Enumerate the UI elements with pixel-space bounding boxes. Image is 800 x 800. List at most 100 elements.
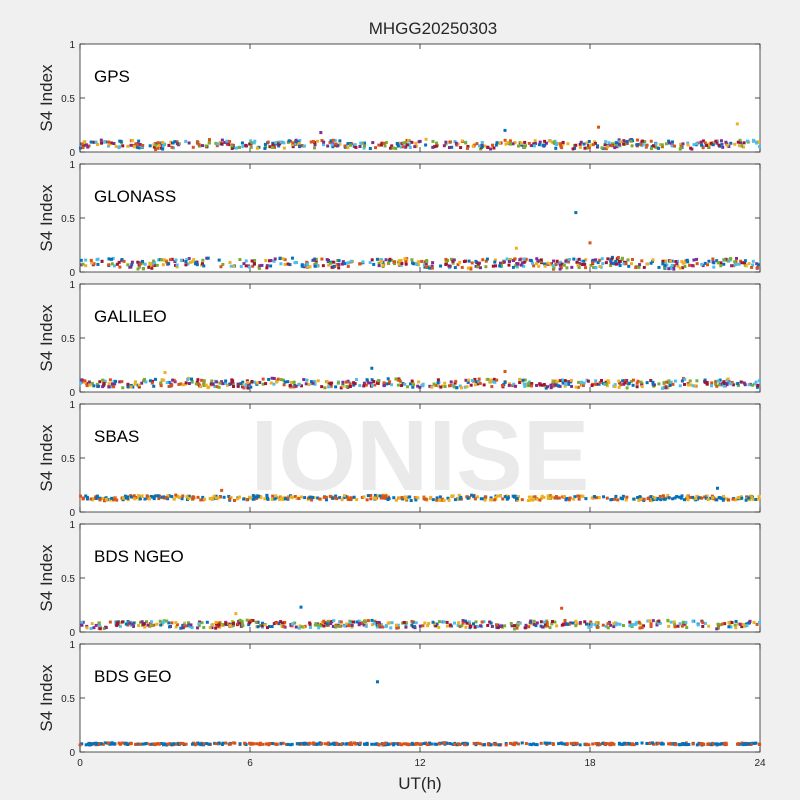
panel-label: SBAS [94,427,139,446]
data-point [124,622,128,626]
data-point [144,742,148,746]
data-point [544,141,548,145]
data-point [655,146,659,150]
data-point [168,625,172,629]
data-point [430,264,434,268]
data-point [175,623,179,627]
data-point [538,383,542,387]
data-point [606,379,610,383]
data-point [745,622,749,626]
data-point [170,621,174,625]
data-point [613,497,617,501]
data-point [334,625,338,629]
data-point [113,382,117,386]
data-point [522,264,526,268]
data-point [571,742,575,746]
data-point [204,144,208,148]
data-point [606,626,610,630]
data-point [155,263,159,267]
watermark: IONISE [251,400,590,512]
data-point [360,495,364,499]
data-point [277,622,281,626]
data-point [755,262,759,266]
data-point [331,496,335,500]
data-point [546,494,550,498]
data-point [137,383,141,387]
data-point [499,264,503,268]
data-point [421,382,425,386]
data-point [118,624,122,628]
data-point [370,742,374,746]
data-point [151,379,155,383]
data-point [389,146,393,150]
data-point [411,381,415,385]
data-point [228,624,232,628]
data-point [665,263,669,267]
data-point [635,741,639,745]
data-point [542,382,546,386]
data-point [484,495,488,499]
data-point [449,383,453,387]
data-point [754,741,758,745]
data-point [473,625,477,629]
data-point [104,626,108,630]
data-point [164,496,168,500]
data-point [223,140,227,144]
data-point [428,266,432,270]
data-point [682,622,686,626]
data-point [246,386,250,390]
data-point [331,145,335,149]
data-point [97,384,101,388]
data-point [645,742,649,746]
data-point [264,258,268,262]
data-point [627,742,631,746]
data-point [247,265,251,269]
data-point [750,265,754,269]
data-point [337,259,341,263]
data-point [213,741,217,745]
data-point [325,258,329,262]
data-point [188,625,192,629]
data-point [322,619,326,623]
data-point [431,620,435,624]
data-point [604,140,608,144]
data-point [402,620,406,624]
data-point [268,742,272,746]
data-point [374,497,378,501]
data-point [207,385,211,389]
data-point [516,262,520,266]
data-point [700,143,704,147]
data-point [667,379,671,383]
data-point [618,381,622,385]
data-point [101,378,105,382]
data-point [219,265,223,269]
data-point [376,494,380,498]
data-point [476,263,480,267]
data-point [159,384,163,388]
data-point [162,258,166,262]
data-point [131,496,135,500]
data-point [583,146,587,150]
data-point [754,497,758,501]
data-point [652,144,656,148]
data-point [389,626,393,630]
data-point [508,382,512,386]
data-point [324,742,328,746]
data-point [335,497,339,501]
data-point [644,145,648,149]
data-point [444,140,448,144]
data-point [365,378,369,382]
data-point [723,622,727,626]
data-point [539,741,543,745]
data-point [379,496,383,500]
data-point [756,263,760,267]
data-point [81,620,85,624]
panel-label: GPS [94,67,130,86]
data-point [736,384,740,388]
data-point [313,143,317,147]
data-point [434,383,438,387]
data-point [712,265,716,269]
data-point [131,385,135,389]
outlier-point [560,606,564,610]
data-point [756,383,760,387]
